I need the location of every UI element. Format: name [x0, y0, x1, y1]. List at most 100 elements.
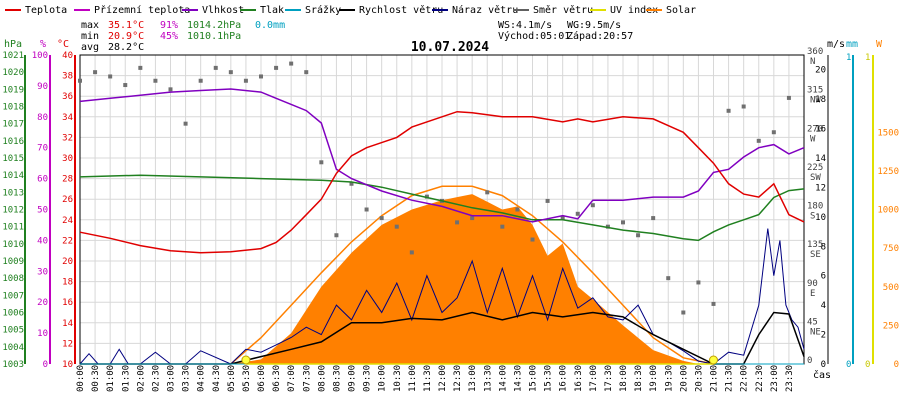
- wind-dir-point: [590, 203, 595, 208]
- y-tick-label: 30: [62, 154, 73, 164]
- x-tick-label: 01:30: [121, 365, 131, 392]
- x-tick-label: 19:30: [664, 365, 674, 392]
- wind-dir-point: [485, 190, 490, 195]
- x-tick-label: 07:30: [302, 365, 312, 392]
- wind-dir-point: [651, 216, 656, 221]
- y-tick-label: 1016: [2, 137, 24, 147]
- rain-tick-label: 1: [846, 53, 851, 63]
- y-tick-label: 1019: [2, 85, 24, 95]
- y-tick-label: 1007: [2, 291, 24, 301]
- y-tick-label: 28: [62, 175, 73, 185]
- y-tick-label: 1011: [2, 223, 24, 233]
- wind-tick-label: 6: [821, 272, 826, 282]
- y-tick-label: 80: [37, 113, 48, 123]
- wind-dir-point: [259, 74, 263, 79]
- wind-dir-point: [93, 70, 98, 75]
- y-tick-label: 10: [62, 360, 73, 370]
- solar-tick-label: 1250: [877, 167, 899, 177]
- stat-sunrise: Východ:05:01: [498, 30, 570, 42]
- x-tick-label: 19:00: [649, 365, 659, 392]
- x-tick-label: 07:00: [287, 365, 297, 392]
- x-tick-label: 11:00: [408, 365, 418, 392]
- y-tick-label: 32: [62, 133, 73, 143]
- x-tick-label: 23:30: [785, 365, 795, 392]
- wind-speed-line: [80, 311, 805, 365]
- stat-avg-label: avg: [81, 42, 99, 53]
- x-tick-label: 12:30: [453, 365, 463, 392]
- y-tick-label: 20: [62, 257, 73, 267]
- solar-tick-label: 750: [883, 244, 899, 254]
- x-tick-label: 09:30: [363, 365, 373, 392]
- y-tick-label: 22: [62, 236, 73, 246]
- wind-dir-point: [560, 216, 565, 221]
- wind-dir-point: [711, 301, 716, 306]
- y-tick-label: 36: [62, 92, 73, 102]
- legend-label: Teplota: [25, 5, 67, 16]
- y-tick-label: 1018: [2, 103, 24, 113]
- y-tick-label: 1004: [2, 343, 24, 353]
- stat-wg: WG:9.5m/s: [567, 20, 621, 31]
- y-axis-unit: %: [40, 39, 46, 50]
- y-axis-unit: °C: [57, 39, 69, 50]
- stats-block: max 35.1°C 91% 1014.2hPa 0.0mm min 20.9°…: [81, 20, 633, 53]
- solar-tick-label: 0: [894, 360, 899, 370]
- wind-dir-point: [666, 276, 671, 281]
- wind-dir-point: [726, 108, 731, 113]
- wind-dir-point: [153, 78, 158, 83]
- x-tick-label: 23:00: [770, 365, 780, 392]
- wind-dir-point: [575, 211, 580, 216]
- wind-dir-point: [349, 181, 354, 186]
- wind-dir-point: [515, 207, 520, 212]
- x-tick-label: 06:30: [272, 365, 282, 392]
- legend-label: Solar: [666, 5, 696, 16]
- wind-dir-point: [605, 224, 610, 229]
- wind-dir-point: [108, 74, 113, 79]
- wind-dir-point: [681, 310, 686, 315]
- wind-tick-label: 16: [815, 125, 826, 135]
- x-tick-label: 08:30: [332, 365, 342, 392]
- y-tick-label: 30: [37, 267, 48, 277]
- wind-dir-point: [243, 78, 248, 83]
- y-tick-label: 100: [32, 51, 48, 61]
- x-tick-label: 15:30: [544, 365, 554, 392]
- x-tick-label: 22:00: [740, 365, 750, 392]
- y-tick-label: 1012: [2, 206, 24, 216]
- x-tick-label: 02:30: [151, 365, 161, 392]
- wind-dir-point: [334, 233, 339, 238]
- wind-dir-point: [228, 70, 233, 75]
- legend-label: UV index: [610, 5, 658, 16]
- solar-tick-label: 1500: [877, 128, 899, 138]
- dir-tick-value: 270: [807, 124, 823, 134]
- x-tick-label: 18:30: [634, 365, 644, 392]
- y-tick-label: 18: [62, 278, 73, 288]
- x-tick-label: 06:00: [257, 365, 267, 392]
- y-tick-label: 1014: [2, 171, 24, 181]
- wind-dir-point: [741, 104, 746, 109]
- y-tick-label: 24: [62, 216, 73, 226]
- dir-tick-value: 225: [807, 163, 823, 173]
- solar-tick-label: 500: [883, 283, 899, 293]
- x-tick-label: 13:00: [468, 365, 478, 392]
- wind-dir-point: [274, 65, 279, 70]
- wind-tick-label: 12: [815, 183, 826, 193]
- wind-dir-point: [771, 130, 776, 135]
- wind-tick-label: 8: [821, 242, 826, 252]
- y-tick-label: 1009: [2, 257, 24, 267]
- wind-dir-point: [394, 224, 399, 229]
- wind-dir-point: [696, 280, 701, 285]
- y-tick-label: 1020: [2, 68, 24, 78]
- x-tick-label: 05:30: [242, 365, 252, 392]
- x-tick-label: 11:30: [423, 365, 433, 392]
- x-tick-label: 10:00: [378, 365, 388, 392]
- stat-min-temp: 20.9°C: [108, 31, 144, 42]
- solar-tick-label: 1000: [877, 206, 899, 216]
- dir-tick-label: SE: [810, 250, 821, 260]
- uv-tick-label: 0: [865, 360, 870, 370]
- wind-dir-point: [123, 83, 128, 88]
- y-tick-label: 60: [37, 175, 48, 185]
- wind-dir-point: [756, 138, 761, 143]
- wind-dir-point: [289, 61, 294, 66]
- stat-min-hum: 45%: [160, 31, 178, 42]
- y-tick-label: 14: [62, 319, 73, 329]
- x-tick-label: 21:30: [725, 365, 735, 392]
